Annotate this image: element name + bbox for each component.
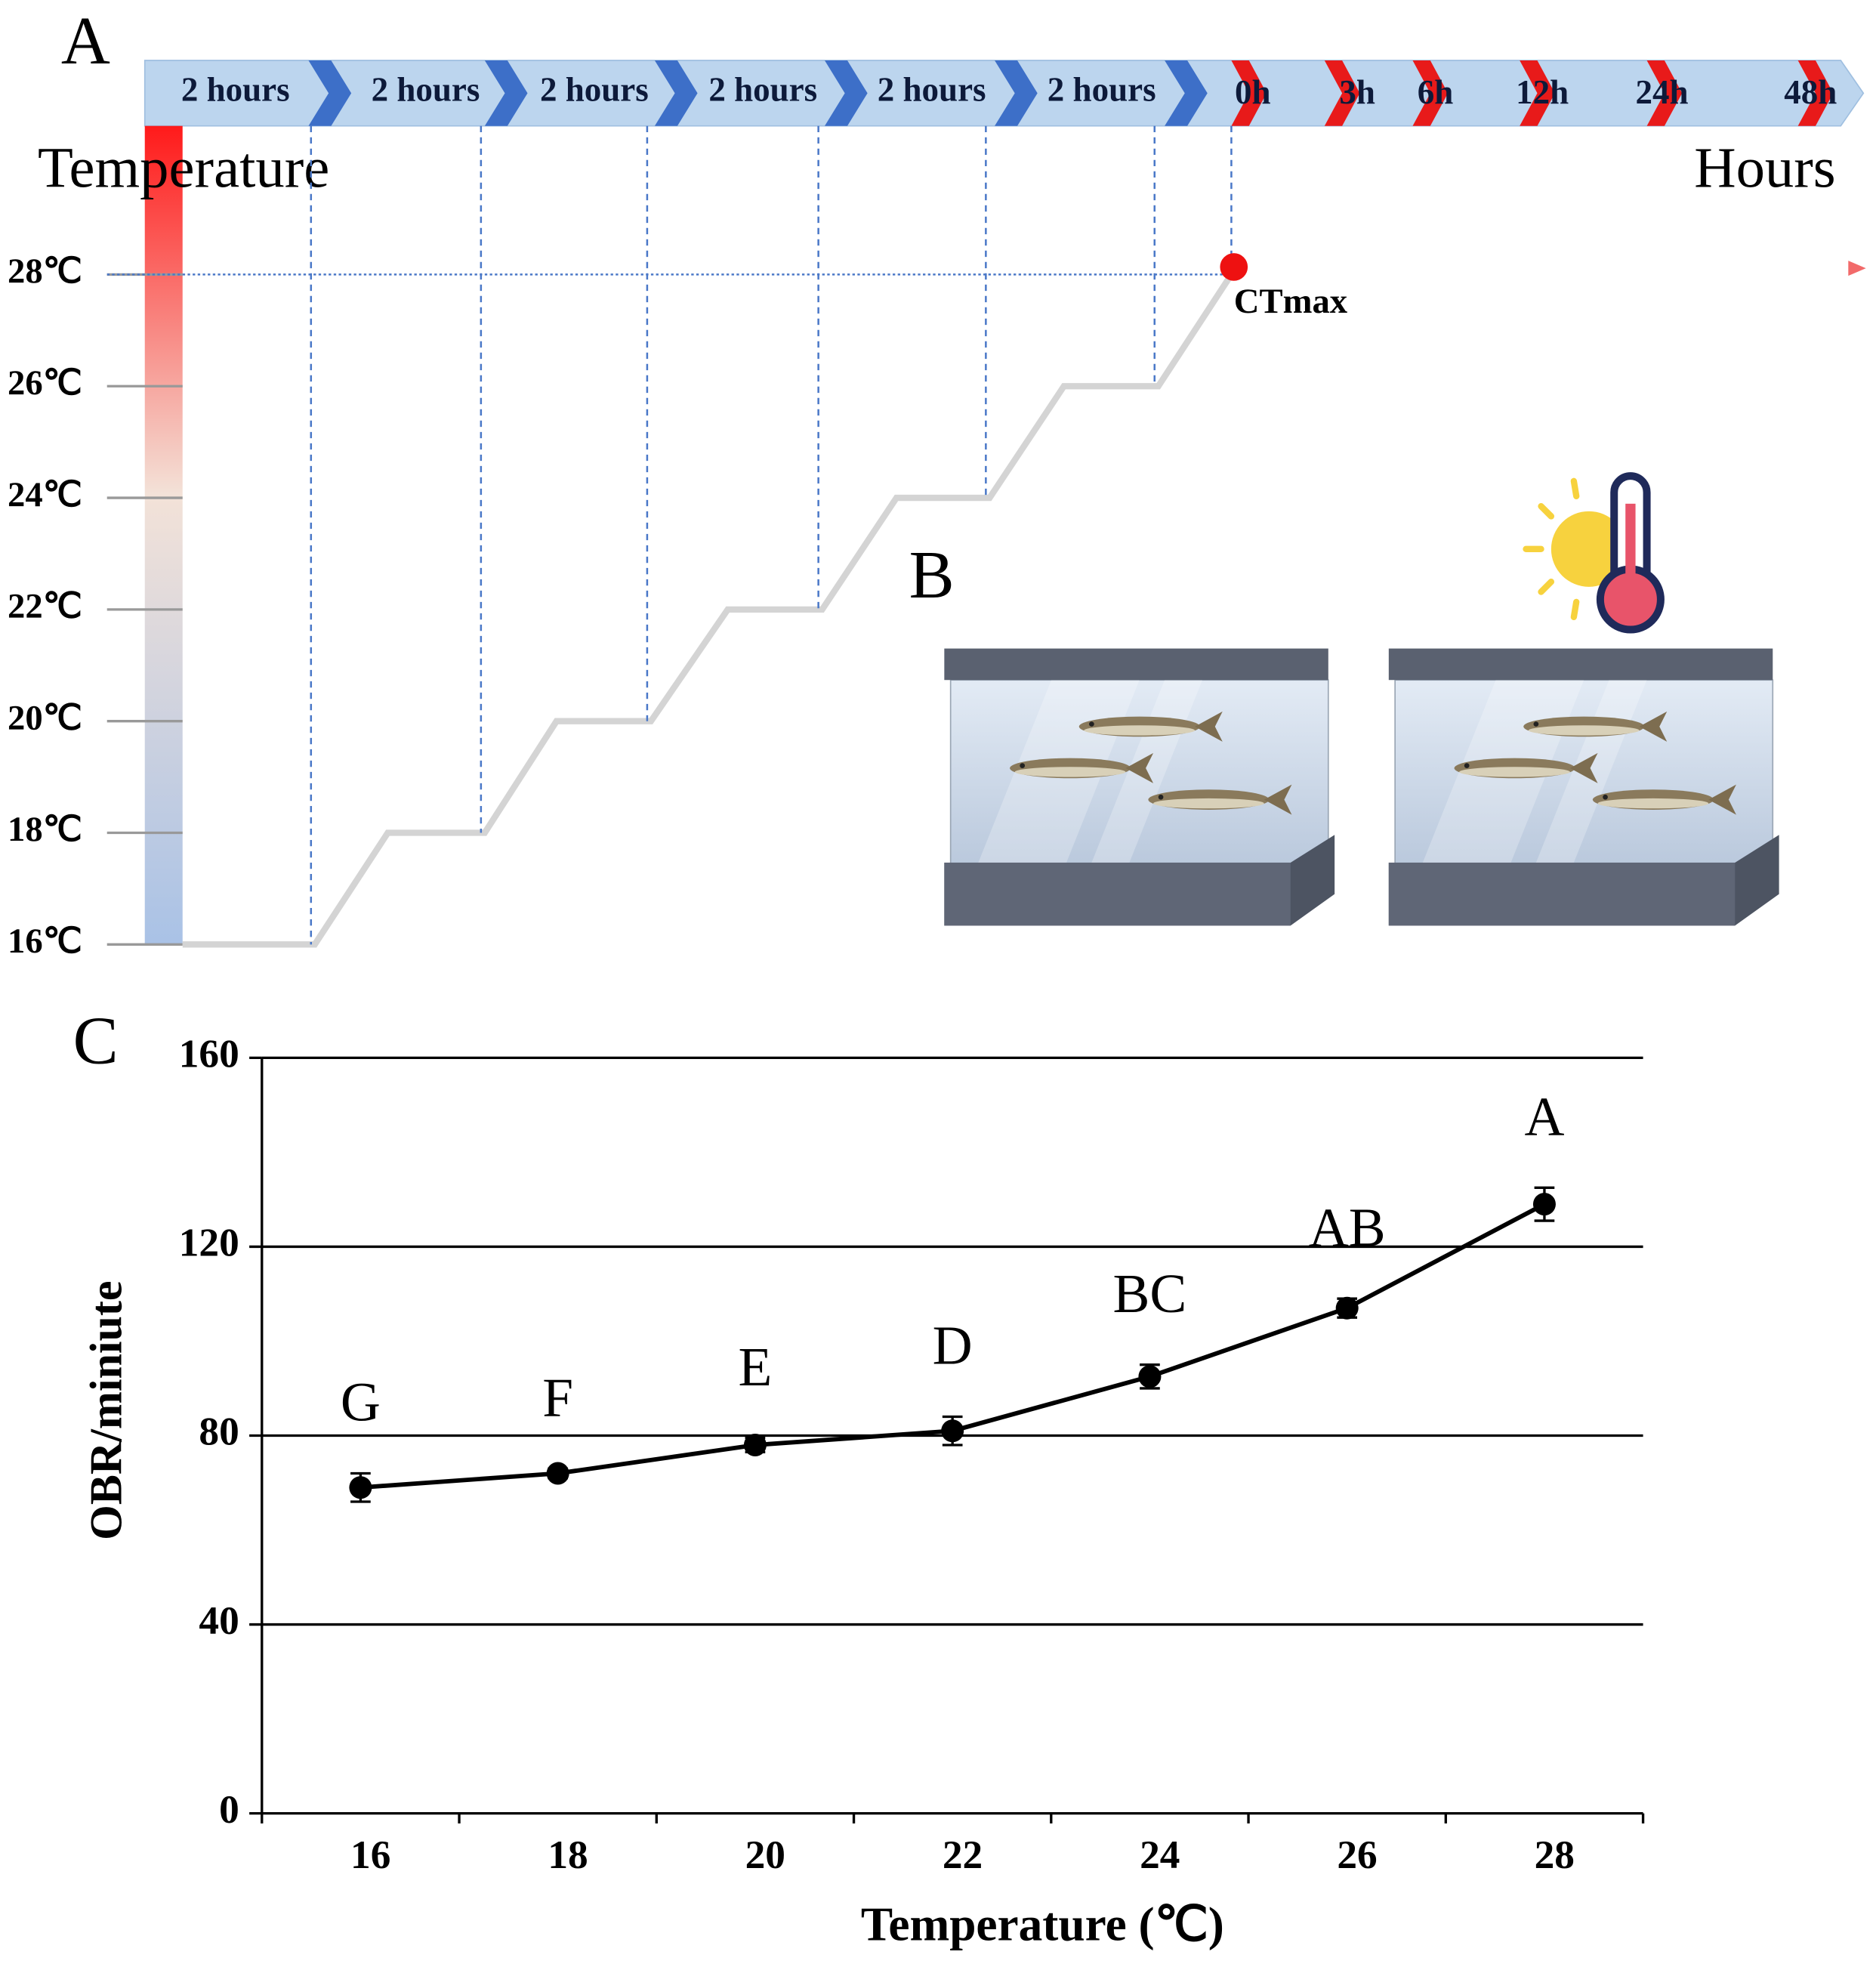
marker-label: CTmax [1234, 282, 1348, 321]
y-tick-label: 120 [179, 1220, 239, 1265]
stage-label: 2 hours [540, 71, 649, 109]
stage-chevron [995, 60, 1038, 126]
temperature-label: 18℃ [8, 810, 82, 849]
temperature-bar [144, 125, 183, 945]
x-tick-label: 16 [350, 1832, 390, 1877]
significance-label: E [739, 1336, 773, 1397]
y-tick-label: 160 [179, 1031, 239, 1076]
panel-label: A [61, 4, 110, 79]
hour-label: 0h [1235, 73, 1271, 111]
x-axis-title: Temperature (℃) [861, 1898, 1224, 1951]
hour-label: 48h [1784, 73, 1837, 111]
point [743, 1433, 767, 1456]
ctmax-point [1220, 253, 1248, 281]
x-tick-label: 22 [943, 1832, 983, 1877]
temperature-label: 16℃ [8, 922, 82, 961]
y-tick-label: 0 [219, 1786, 239, 1832]
y-axis-title: OBR/miniute [81, 1280, 131, 1539]
temperature-ramp [182, 273, 1234, 948]
y-tick-label: 40 [199, 1598, 239, 1643]
hour-label: 12h [1516, 73, 1569, 111]
axis-title: Temperature [38, 136, 329, 200]
sun-thermometer-icon [1523, 472, 1665, 634]
x-tick-label: 26 [1337, 1832, 1377, 1877]
temperature-label: 22℃ [8, 587, 82, 626]
x-tick-label: 28 [1535, 1832, 1575, 1877]
stage-chevron [824, 60, 868, 126]
stage-label: 2 hours [181, 71, 290, 109]
temperature-label: 24℃ [8, 475, 82, 514]
x-tick-label: 24 [1140, 1832, 1180, 1877]
panel-label: B [909, 538, 955, 613]
stage-chevron [1165, 60, 1208, 126]
significance-label: F [542, 1366, 573, 1428]
point [1532, 1193, 1556, 1216]
heated-tank [1389, 649, 1779, 926]
hour-label: 3h [1339, 73, 1375, 111]
x-tick-label: 20 [745, 1832, 785, 1877]
control-tank [944, 649, 1334, 926]
point [941, 1419, 964, 1443]
panel-label: C [73, 1004, 119, 1079]
point [546, 1462, 569, 1485]
stage-label: 2 hours [1048, 71, 1156, 109]
x-tick-label: 18 [548, 1832, 588, 1877]
significance-label: A [1524, 1085, 1564, 1147]
significance-label: BC [1113, 1263, 1187, 1324]
hour-label: 6h [1418, 73, 1454, 111]
stage-label: 2 hours [708, 71, 817, 109]
temperature-label: 28℃ [8, 252, 82, 291]
y-tick-label: 80 [199, 1409, 239, 1454]
time-title: Hours [1694, 136, 1835, 200]
significance-label: D [933, 1315, 973, 1376]
hour-label: 24h [1636, 73, 1689, 111]
stage-label: 2 hours [878, 71, 986, 109]
point [349, 1476, 372, 1499]
stage-chevron [308, 60, 352, 126]
arrow-head [1848, 261, 1866, 276]
stage-chevron [654, 60, 698, 126]
significance-label: G [341, 1372, 381, 1433]
temperature-label: 26℃ [8, 363, 82, 403]
temperature-label: 20℃ [8, 698, 82, 737]
point [1138, 1365, 1162, 1388]
stage-chevron [484, 60, 528, 126]
stage-label: 2 hours [372, 71, 480, 109]
significance-label: AB [1309, 1197, 1386, 1258]
point [1335, 1296, 1359, 1320]
